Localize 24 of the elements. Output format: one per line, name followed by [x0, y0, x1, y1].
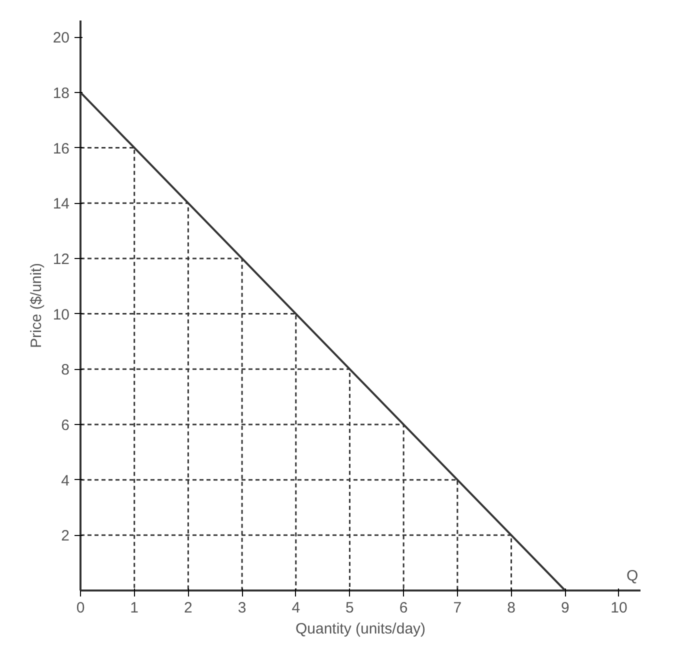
x-tick-label: 7: [453, 600, 462, 616]
y-tick-label: 16: [52, 140, 70, 158]
x-tick-label: 6: [399, 600, 408, 616]
y-tick-label: 2: [61, 528, 70, 545]
y-tick-label: 18: [52, 84, 70, 102]
y-tick-label: 6: [61, 416, 70, 434]
y-axis-title: Price ($/unit): [28, 262, 45, 348]
y-tick-label: 8: [61, 362, 70, 379]
x-tick-label: 9: [560, 600, 570, 616]
x-tick-label: 5: [346, 600, 354, 616]
y-tick-label: 12: [52, 250, 70, 268]
x-tick-label: 4: [292, 600, 300, 616]
x-tick-label: 1: [130, 600, 139, 616]
x-tick-label: 2: [184, 600, 192, 616]
y-tick-label: 10: [52, 306, 70, 324]
x-axis-title: Quantity (units/day): [295, 620, 426, 638]
y-tick-label: 4: [61, 472, 70, 490]
x-tick-label: 8: [507, 600, 516, 616]
x-tick-label: 3: [238, 600, 246, 616]
annotation: Q: [626, 568, 638, 584]
x-tick-label: 0: [76, 600, 85, 616]
y-tick-label: 20: [52, 30, 70, 47]
x-tick-label: 10: [610, 600, 628, 616]
y-tick-label: 14: [52, 196, 70, 213]
